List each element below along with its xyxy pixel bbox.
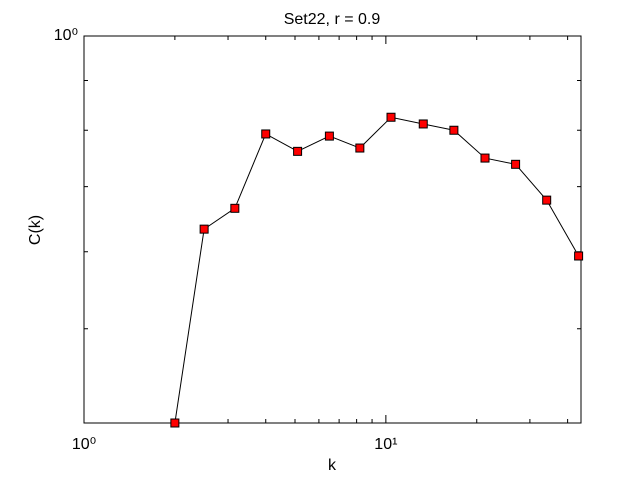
marker (511, 159, 521, 169)
marker (449, 125, 459, 135)
marker (230, 203, 240, 213)
x-tick-label: 10¹ (374, 436, 397, 453)
marker (542, 195, 552, 205)
y-tick-label: 10⁰ (54, 27, 78, 44)
marker (199, 224, 209, 234)
marker (170, 418, 180, 428)
marker (480, 153, 490, 163)
marker (355, 143, 365, 153)
marker (418, 119, 428, 129)
x-tick-label: 10⁰ (72, 436, 96, 453)
chart-title: Set22, r = 0.9 (284, 11, 381, 28)
marker (574, 251, 584, 261)
series-line (174, 116, 580, 424)
marker (324, 131, 334, 141)
marker (261, 129, 271, 139)
marker (386, 112, 396, 122)
x-axis-label: k (328, 457, 337, 474)
marker (293, 146, 303, 156)
y-axis-label: C(k) (27, 215, 44, 245)
axes-box (83, 35, 582, 424)
